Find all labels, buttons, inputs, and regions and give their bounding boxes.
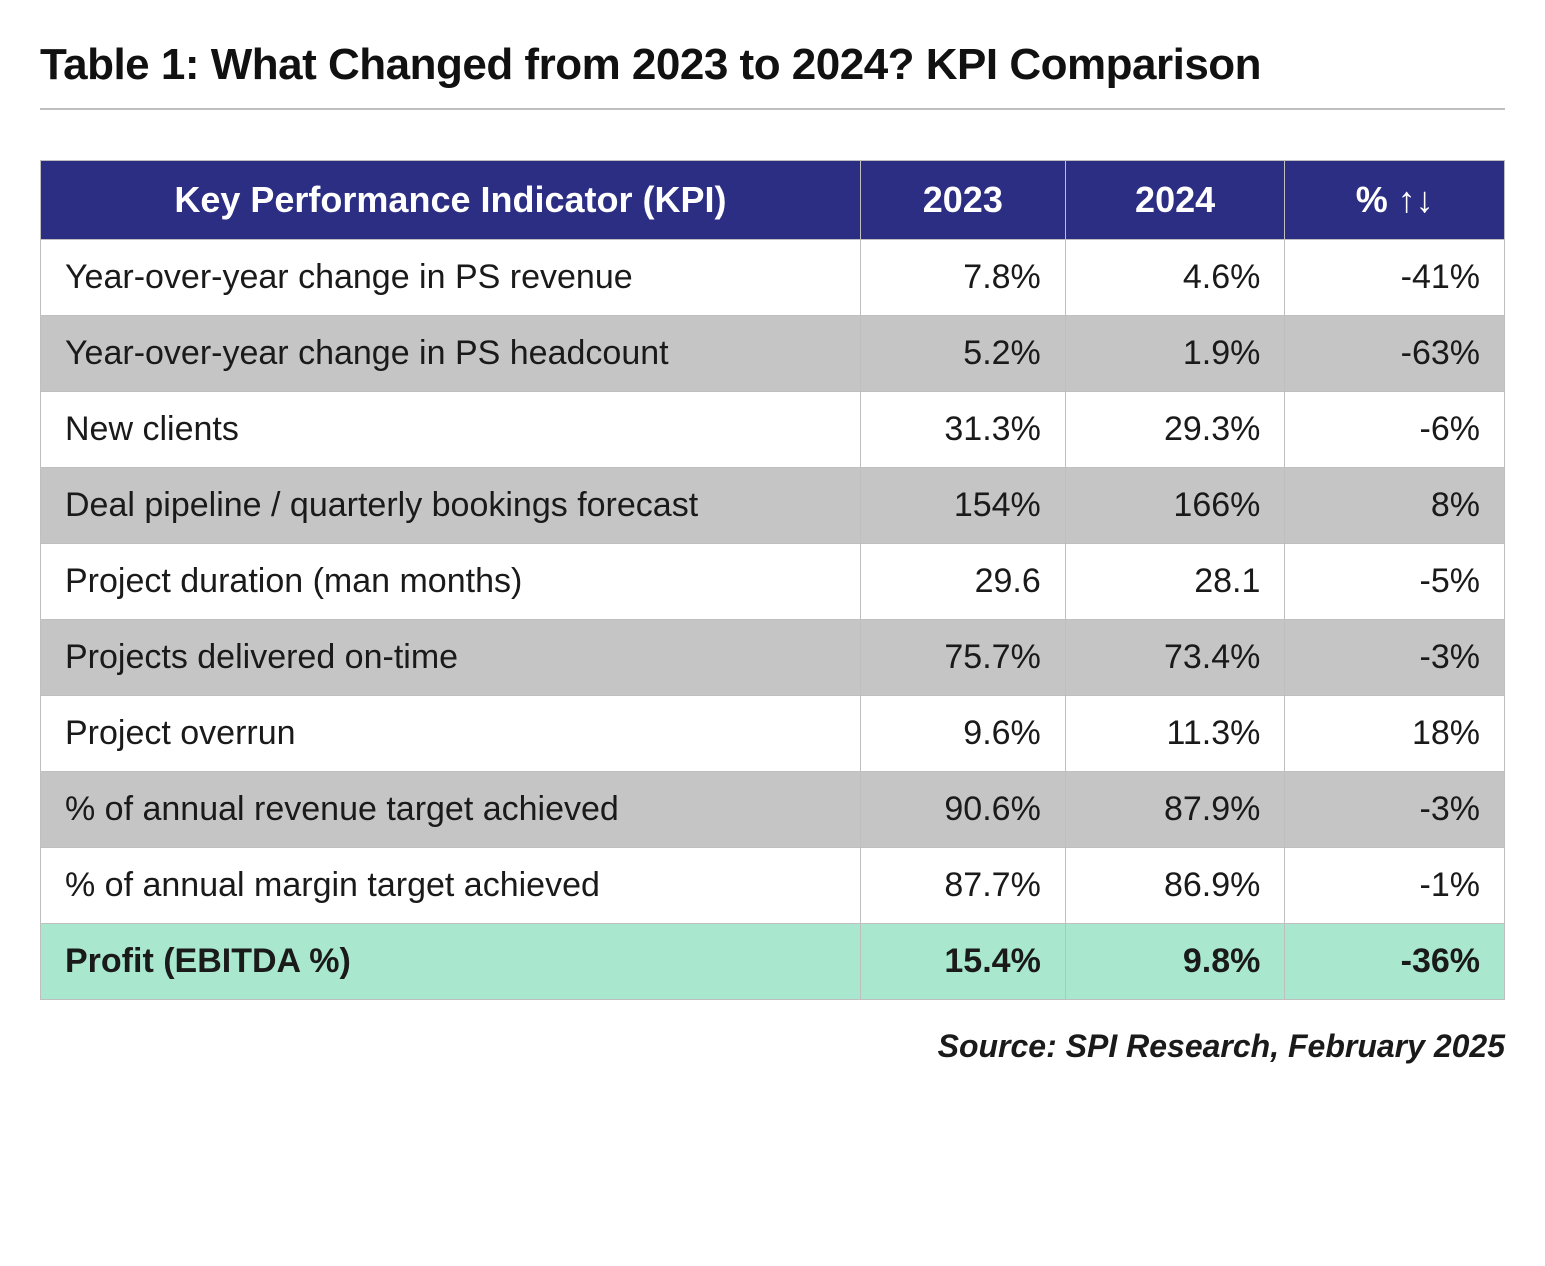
kpi-table-body: Year-over-year change in PS revenue7.8%4… bbox=[41, 240, 1505, 1000]
table-row: % of annual margin target achieved87.7%8… bbox=[41, 848, 1505, 924]
cell-2024: 166% bbox=[1065, 468, 1285, 544]
cell-2023: 15.4% bbox=[860, 924, 1065, 1000]
cell-change: -63% bbox=[1285, 316, 1505, 392]
col-header-2023: 2023 bbox=[860, 161, 1065, 240]
table-header-row: Key Performance Indicator (KPI) 2023 202… bbox=[41, 161, 1505, 240]
cell-change: -3% bbox=[1285, 772, 1505, 848]
cell-2023: 5.2% bbox=[860, 316, 1065, 392]
col-header-kpi: Key Performance Indicator (KPI) bbox=[41, 161, 861, 240]
cell-2024: 28.1 bbox=[1065, 544, 1285, 620]
cell-2023: 31.3% bbox=[860, 392, 1065, 468]
cell-2024: 87.9% bbox=[1065, 772, 1285, 848]
col-header-2024: 2024 bbox=[1065, 161, 1285, 240]
cell-change: 18% bbox=[1285, 696, 1505, 772]
source-line: Source: SPI Research, February 2025 bbox=[40, 1028, 1505, 1065]
cell-2024: 73.4% bbox=[1065, 620, 1285, 696]
cell-change: -41% bbox=[1285, 240, 1505, 316]
cell-kpi: Project duration (man months) bbox=[41, 544, 861, 620]
cell-change: -6% bbox=[1285, 392, 1505, 468]
cell-2024: 4.6% bbox=[1065, 240, 1285, 316]
cell-2023: 154% bbox=[860, 468, 1065, 544]
cell-change: 8% bbox=[1285, 468, 1505, 544]
cell-2024: 1.9% bbox=[1065, 316, 1285, 392]
cell-2024: 11.3% bbox=[1065, 696, 1285, 772]
cell-kpi: Profit (EBITDA %) bbox=[41, 924, 861, 1000]
cell-2023: 90.6% bbox=[860, 772, 1065, 848]
cell-2024: 9.8% bbox=[1065, 924, 1285, 1000]
cell-2023: 75.7% bbox=[860, 620, 1065, 696]
cell-2023: 9.6% bbox=[860, 696, 1065, 772]
table-figure: Table 1: What Changed from 2023 to 2024?… bbox=[0, 0, 1545, 1125]
table-row: % of annual revenue target achieved90.6%… bbox=[41, 772, 1505, 848]
table-row: Profit (EBITDA %)15.4%9.8%-36% bbox=[41, 924, 1505, 1000]
table-row: Project overrun9.6%11.3%18% bbox=[41, 696, 1505, 772]
cell-kpi: Project overrun bbox=[41, 696, 861, 772]
table-row: Project duration (man months)29.628.1-5% bbox=[41, 544, 1505, 620]
table-title: Table 1: What Changed from 2023 to 2024?… bbox=[40, 40, 1505, 90]
cell-kpi: Year-over-year change in PS revenue bbox=[41, 240, 861, 316]
cell-kpi: Deal pipeline / quarterly bookings forec… bbox=[41, 468, 861, 544]
col-header-change: % ↑↓ bbox=[1285, 161, 1505, 240]
table-row: Deal pipeline / quarterly bookings forec… bbox=[41, 468, 1505, 544]
table-row: New clients31.3%29.3%-6% bbox=[41, 392, 1505, 468]
cell-kpi: New clients bbox=[41, 392, 861, 468]
cell-2024: 86.9% bbox=[1065, 848, 1285, 924]
cell-kpi: % of annual revenue target achieved bbox=[41, 772, 861, 848]
table-row: Year-over-year change in PS revenue7.8%4… bbox=[41, 240, 1505, 316]
cell-change: -3% bbox=[1285, 620, 1505, 696]
cell-2024: 29.3% bbox=[1065, 392, 1285, 468]
table-row: Year-over-year change in PS headcount5.2… bbox=[41, 316, 1505, 392]
cell-kpi: Year-over-year change in PS headcount bbox=[41, 316, 861, 392]
cell-kpi: Projects delivered on-time bbox=[41, 620, 861, 696]
cell-2023: 7.8% bbox=[860, 240, 1065, 316]
cell-change: -1% bbox=[1285, 848, 1505, 924]
table-row: Projects delivered on-time75.7%73.4%-3% bbox=[41, 620, 1505, 696]
cell-2023: 29.6 bbox=[860, 544, 1065, 620]
cell-change: -36% bbox=[1285, 924, 1505, 1000]
cell-kpi: % of annual margin target achieved bbox=[41, 848, 861, 924]
title-rule bbox=[40, 108, 1505, 110]
cell-change: -5% bbox=[1285, 544, 1505, 620]
cell-2023: 87.7% bbox=[860, 848, 1065, 924]
kpi-table: Key Performance Indicator (KPI) 2023 202… bbox=[40, 160, 1505, 1000]
